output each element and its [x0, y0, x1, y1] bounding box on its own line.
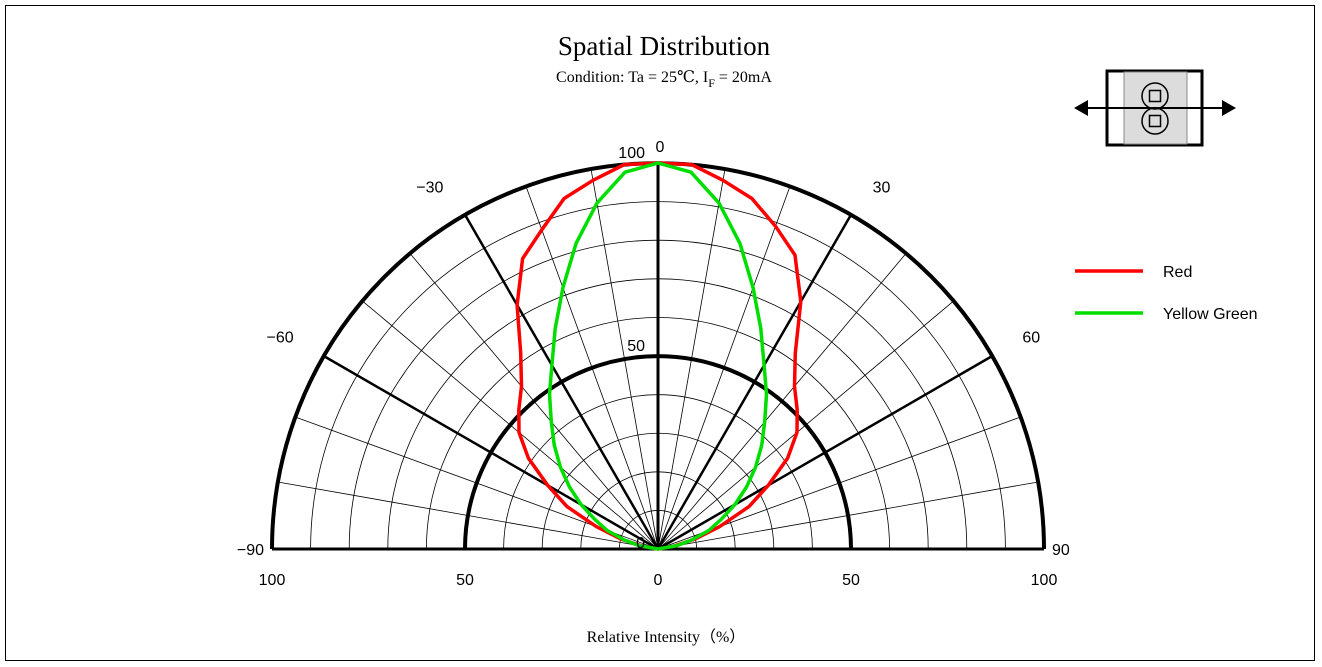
angle-tick-label: 90 — [1052, 542, 1070, 559]
radial-tick-label: 50 — [627, 338, 645, 355]
angle-tick-label: −60 — [267, 329, 294, 346]
bottom-axis-tick-label: 100 — [1031, 572, 1058, 589]
angle-tick-label: −30 — [416, 180, 443, 197]
grid-spoke-major — [323, 354, 659, 551]
legend-label-yellow-green: Yellow Green — [1163, 306, 1258, 323]
tick-labels: −90 −60 −30 0 30 60 90 100 50 0 100 50 0 50 100 — [237, 139, 1070, 589]
angle-tick-label: 30 — [873, 180, 891, 197]
bottom-axis-tick-label: 0 — [654, 572, 663, 589]
chart-frame — [5, 5, 1315, 661]
chart-title: Spatial Distribution — [558, 31, 771, 61]
grid-spoke-major — [463, 214, 660, 550]
series-layer — [515, 161, 803, 551]
legend-label-red: Red — [1163, 264, 1192, 281]
led-orientation-icon — [1074, 69, 1236, 147]
radial-tick-label: 100 — [618, 145, 645, 162]
bottom-axis-tick-label: 50 — [842, 572, 860, 589]
legend: Red Yellow Green — [1075, 264, 1258, 323]
chart-subtitle: Condition: Ta = 25℃, IF = 20mA — [556, 69, 772, 90]
radial-tick-label: 0 — [636, 535, 645, 552]
grid-spoke-major — [656, 214, 853, 550]
bottom-axis-tick-label: 50 — [456, 572, 474, 589]
bottom-axis-tick-label: 100 — [259, 572, 286, 589]
angle-tick-label: 60 — [1022, 329, 1040, 346]
x-axis-label: Relative Intensity（%） — [587, 628, 746, 646]
series-line-yellow-green — [547, 161, 769, 551]
grid-spoke-major — [657, 354, 993, 551]
polar-grid-thick — [270, 161, 1046, 551]
angle-tick-label: 0 — [656, 139, 665, 156]
angle-tick-label: −90 — [237, 542, 264, 559]
